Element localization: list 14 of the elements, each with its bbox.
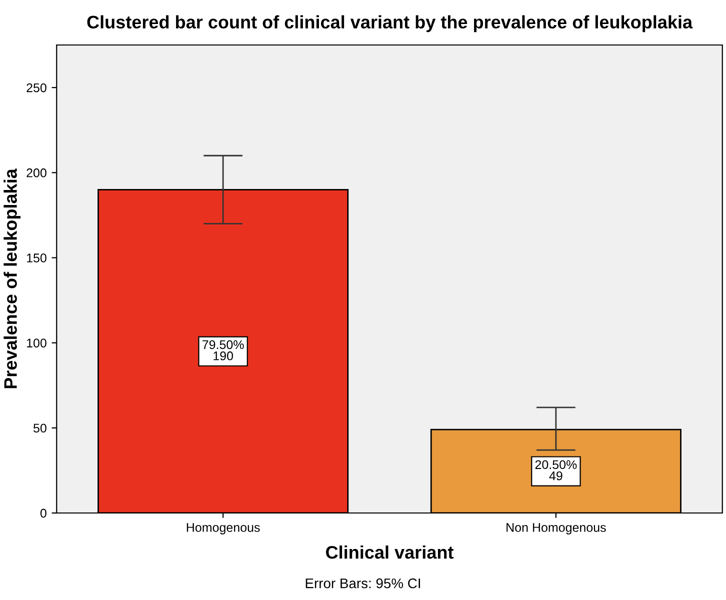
x-axis-title: Clinical variant bbox=[326, 545, 454, 559]
y-tick-label: 200 bbox=[26, 168, 46, 178]
chart-title: Clustered bar count of clinical variant by the prevalence of leukoplakia bbox=[87, 15, 693, 32]
data-label: 20.50% 49 bbox=[535, 460, 577, 480]
y-tick-label: 150 bbox=[27, 254, 46, 262]
y-tick-label: 100 bbox=[27, 338, 46, 348]
data-label: 79.50% 190 bbox=[202, 340, 244, 360]
y-axis-title: Prevalence of leukoplakia bbox=[4, 168, 20, 388]
y-tick-label: 50 bbox=[34, 424, 46, 433]
x-tick-label: Homogenous bbox=[186, 523, 260, 534]
y-tick-label: 250 bbox=[26, 83, 46, 92]
x-tick-label: Non Homogenous bbox=[506, 523, 606, 534]
y-tick-label: 0 bbox=[40, 508, 46, 518]
text: Error Bars: 95% CI bbox=[306, 578, 420, 588]
